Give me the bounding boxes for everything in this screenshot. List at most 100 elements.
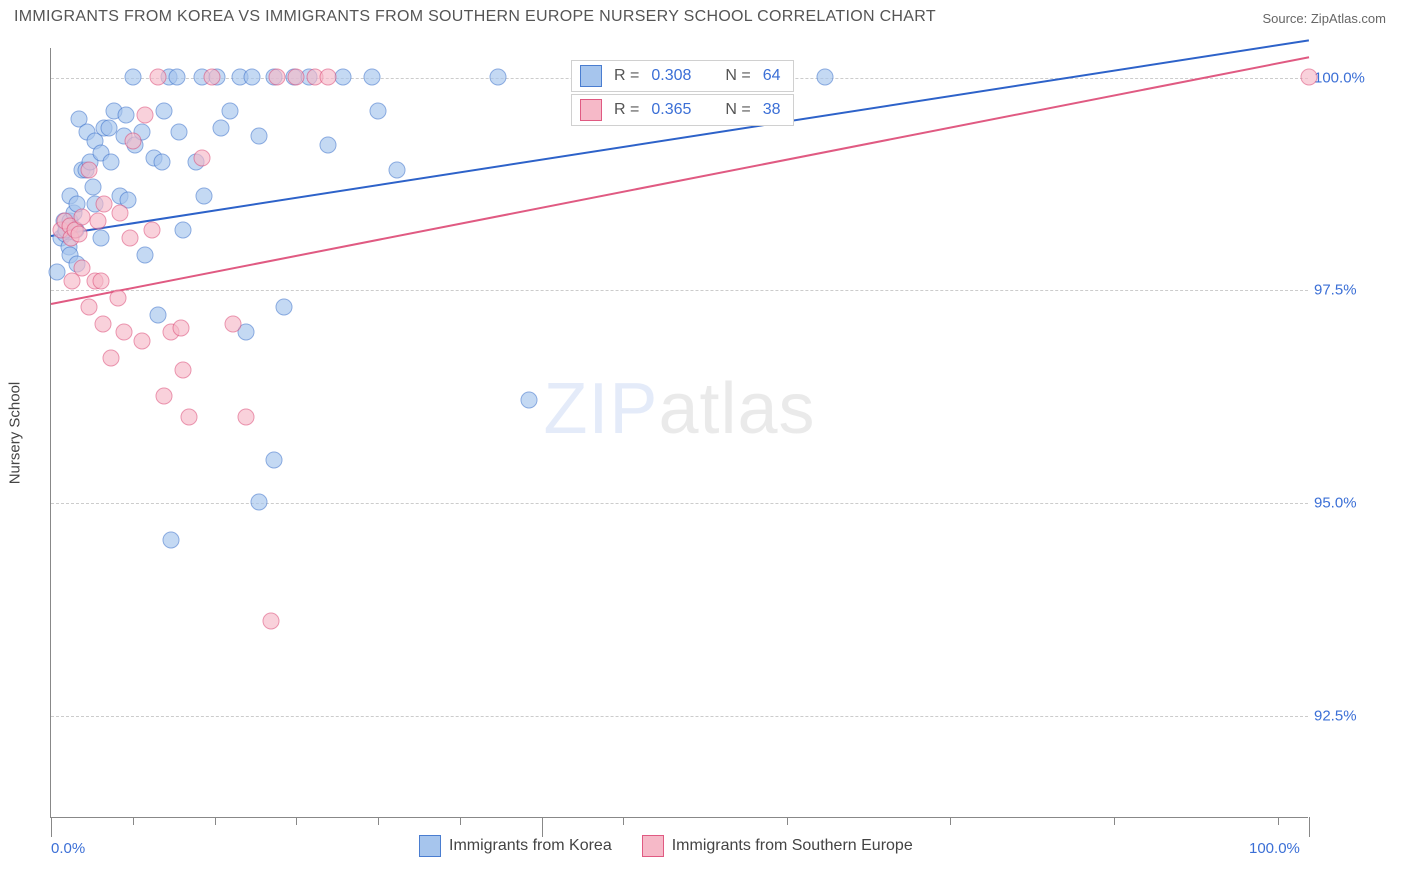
y-tick-label: 97.5% [1314, 282, 1404, 299]
x-tick-major [51, 817, 52, 837]
y-tick-label: 100.0% [1314, 69, 1404, 86]
data-point-southern_europe [149, 68, 166, 85]
data-point-korea [162, 532, 179, 549]
x-tick-major [1309, 817, 1310, 837]
data-point-korea [244, 68, 261, 85]
data-point-southern_europe [94, 315, 111, 332]
scatter-plot: Nursery School ZIPatlas 92.5%95.0%97.5%1… [50, 48, 1308, 818]
legend-item-southern_europe: Immigrants from Southern Europe [642, 835, 913, 857]
legend-label: Immigrants from Southern Europe [672, 837, 913, 855]
x-tick [950, 817, 951, 825]
legend-label: Immigrants from Korea [449, 837, 612, 855]
data-point-korea [149, 307, 166, 324]
data-point-korea [334, 68, 351, 85]
data-point-southern_europe [93, 272, 110, 289]
data-point-southern_europe [103, 349, 120, 366]
data-point-korea [275, 298, 292, 315]
data-point-korea [196, 187, 213, 204]
x-tick [215, 817, 216, 825]
source-link[interactable]: ZipAtlas.com [1311, 11, 1386, 26]
data-point-southern_europe [181, 409, 198, 426]
y-tick-label: 95.0% [1314, 495, 1404, 512]
data-point-southern_europe [137, 107, 154, 124]
data-point-southern_europe [64, 272, 81, 289]
data-point-southern_europe [156, 387, 173, 404]
data-point-southern_europe [89, 213, 106, 230]
data-point-korea [319, 136, 336, 153]
stat-r-value: 0.365 [651, 101, 691, 119]
stat-n-value: 38 [763, 101, 781, 119]
data-point-korea [363, 68, 380, 85]
x-tick-major [542, 817, 543, 837]
data-point-southern_europe [95, 196, 112, 213]
x-tick [460, 817, 461, 825]
source-label: Source: ZipAtlas.com [1262, 11, 1386, 26]
gridline [51, 290, 1308, 291]
x-tick [133, 817, 134, 825]
data-point-southern_europe [124, 132, 141, 149]
stat-n-value: 64 [763, 67, 781, 85]
data-point-southern_europe [1301, 68, 1318, 85]
data-point-korea [212, 119, 229, 136]
data-point-southern_europe [143, 221, 160, 238]
data-point-southern_europe [269, 68, 286, 85]
stats-box-southern_europe: R = 0.365 N = 38 [571, 94, 794, 126]
gridline [51, 716, 1308, 717]
x-tick [787, 817, 788, 825]
data-point-korea [168, 68, 185, 85]
legend-swatch [642, 835, 664, 857]
data-point-korea [489, 68, 506, 85]
data-point-korea [118, 107, 135, 124]
data-point-korea [816, 68, 833, 85]
data-point-southern_europe [172, 319, 189, 336]
data-point-southern_europe [193, 149, 210, 166]
data-point-southern_europe [319, 68, 336, 85]
stat-label: R = [614, 101, 639, 119]
data-point-southern_europe [133, 332, 150, 349]
data-point-southern_europe [204, 68, 221, 85]
data-point-southern_europe [112, 204, 129, 221]
data-point-southern_europe [175, 362, 192, 379]
data-point-korea [156, 102, 173, 119]
data-point-korea [175, 221, 192, 238]
data-point-korea [370, 102, 387, 119]
legend: Immigrants from Korea Immigrants from Sou… [419, 835, 913, 857]
gridline [51, 503, 1308, 504]
stats-box-korea: R = 0.308 N = 64 [571, 60, 794, 92]
data-point-korea [84, 179, 101, 196]
data-point-korea [250, 494, 267, 511]
legend-swatch [580, 99, 602, 121]
x-tick-label: 100.0% [1249, 840, 1300, 857]
data-point-korea [521, 392, 538, 409]
x-tick [1278, 817, 1279, 825]
data-point-korea [124, 68, 141, 85]
data-point-korea [153, 153, 170, 170]
data-point-southern_europe [288, 68, 305, 85]
stat-label: R = [614, 67, 639, 85]
x-tick [1114, 817, 1115, 825]
chart-title: IMMIGRANTS FROM KOREA VS IMMIGRANTS FROM… [14, 8, 936, 26]
legend-swatch [580, 65, 602, 87]
stat-label: N = [725, 67, 750, 85]
data-point-korea [137, 247, 154, 264]
data-point-southern_europe [263, 613, 280, 630]
stat-label: N = [725, 101, 750, 119]
data-point-korea [388, 162, 405, 179]
data-point-southern_europe [115, 324, 132, 341]
legend-item-korea: Immigrants from Korea [419, 835, 612, 857]
watermark: ZIPatlas [543, 368, 815, 450]
y-axis-title: Nursery School [7, 381, 24, 484]
data-point-korea [265, 451, 282, 468]
legend-swatch [419, 835, 441, 857]
data-point-southern_europe [80, 162, 97, 179]
x-tick [623, 817, 624, 825]
stat-r-value: 0.308 [651, 67, 691, 85]
x-tick [378, 817, 379, 825]
data-point-korea [171, 124, 188, 141]
data-point-southern_europe [122, 230, 139, 247]
data-point-southern_europe [237, 409, 254, 426]
data-point-southern_europe [80, 298, 97, 315]
y-tick-label: 92.5% [1314, 707, 1404, 724]
data-point-korea [221, 102, 238, 119]
data-point-southern_europe [109, 290, 126, 307]
